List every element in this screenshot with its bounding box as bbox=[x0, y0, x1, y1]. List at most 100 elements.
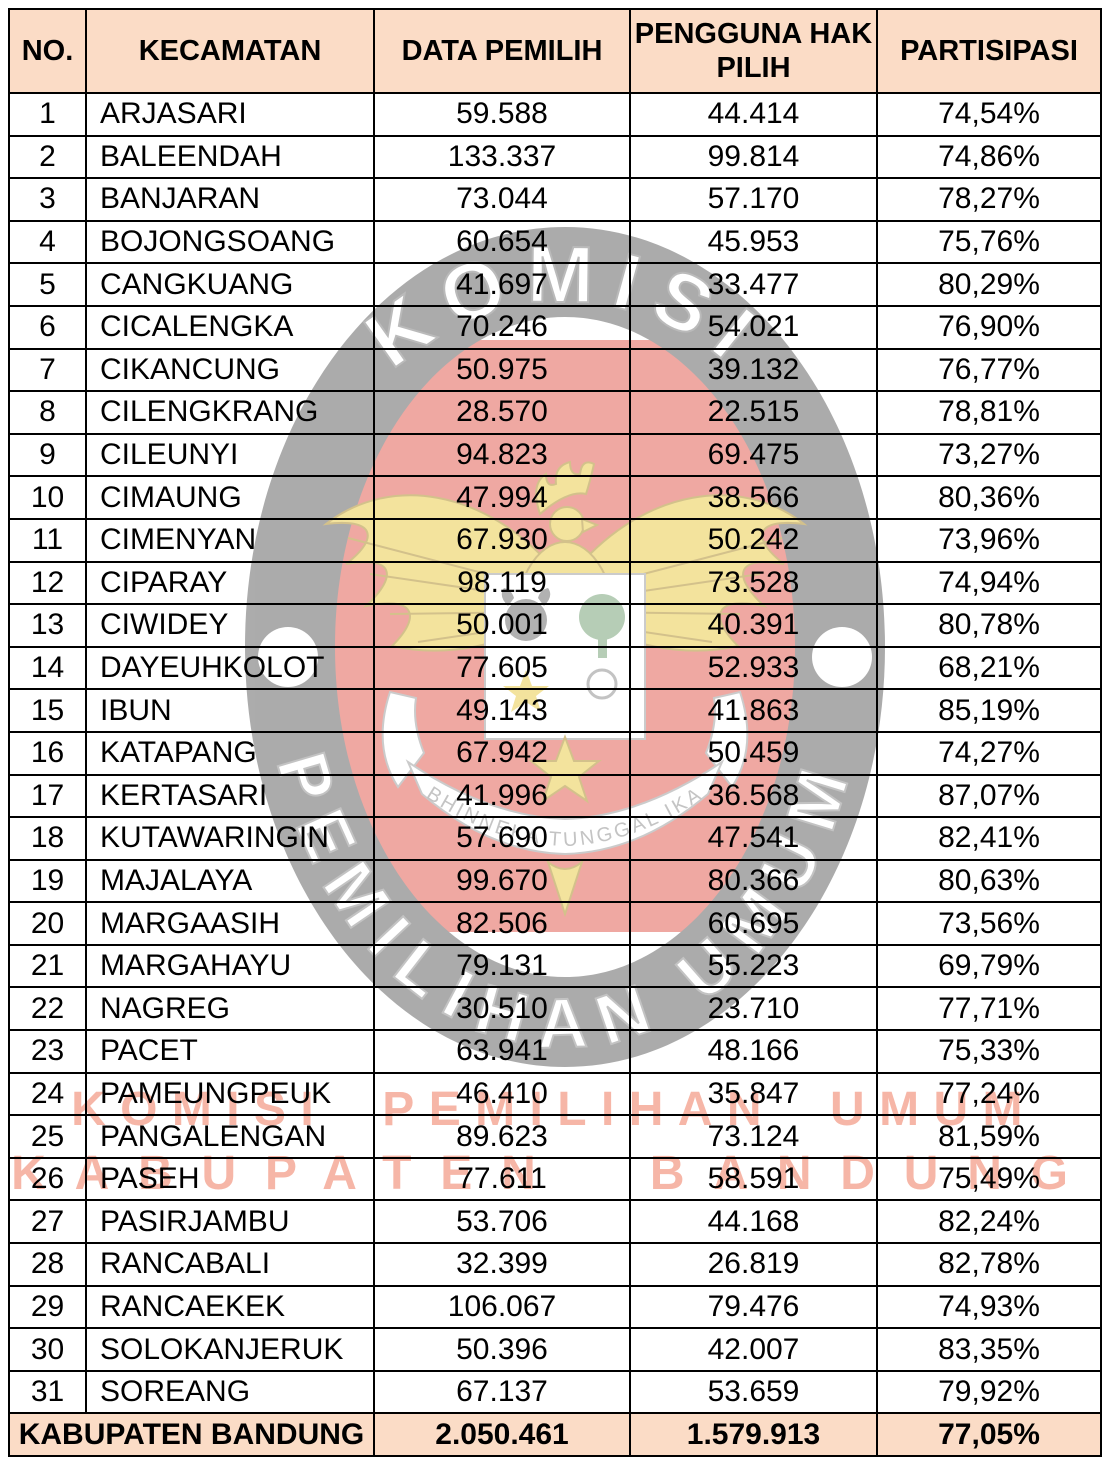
kecamatan-name: RANCAEKEK bbox=[85, 1284, 375, 1330]
pengguna-hak-pilih-value: 47.541 bbox=[629, 816, 878, 861]
row-number: 13 bbox=[8, 603, 87, 648]
partisipasi-value: 74,93% bbox=[876, 1284, 1102, 1330]
partisipasi-value: 80,29% bbox=[876, 262, 1102, 307]
table-row: 7 CIKANCUNG 50.975 39.132 76,77% bbox=[8, 347, 1102, 393]
partisipasi-value: 73,27% bbox=[876, 432, 1102, 478]
table-row: 11 CIMENYAN 67.930 50.242 73,96% bbox=[8, 517, 1102, 563]
data-pemilih-value: 67.137 bbox=[373, 1369, 631, 1415]
partisipasi-value: 76,77% bbox=[876, 347, 1102, 393]
pengguna-hak-pilih-value: 73.528 bbox=[629, 560, 878, 606]
kecamatan-name: KUTAWARINGIN bbox=[85, 816, 375, 861]
kecamatan-name: CICALENGKA bbox=[85, 304, 375, 350]
data-pemilih-value: 59.588 bbox=[373, 92, 631, 137]
row-number: 30 bbox=[8, 1327, 87, 1372]
pengguna-hak-pilih-value: 42.007 bbox=[629, 1327, 878, 1372]
data-pemilih-value: 98.119 bbox=[373, 560, 631, 606]
col-header-pengguna-hak-pilih: PENGGUNA HAK PILIH bbox=[629, 8, 878, 94]
partisipasi-value: 85,19% bbox=[876, 688, 1102, 733]
row-number: 26 bbox=[8, 1156, 87, 1202]
data-pemilih-value: 99.670 bbox=[373, 858, 631, 904]
row-number: 23 bbox=[8, 1029, 87, 1074]
pengguna-hak-pilih-value: 48.166 bbox=[629, 1029, 878, 1074]
table-row: 22 NAGREG 30.510 23.710 77,71% bbox=[8, 986, 1102, 1032]
kecamatan-name: ARJASARI bbox=[85, 92, 375, 137]
row-number: 28 bbox=[8, 1242, 87, 1287]
pengguna-hak-pilih-value: 50.242 bbox=[629, 517, 878, 563]
data-pemilih-value: 82.506 bbox=[373, 901, 631, 946]
partisipasi-value: 75,49% bbox=[876, 1156, 1102, 1202]
row-number: 18 bbox=[8, 816, 87, 861]
kecamatan-name: DAYEUHKOLOT bbox=[85, 645, 375, 691]
partisipasi-value: 76,90% bbox=[876, 304, 1102, 350]
pengguna-hak-pilih-value: 41.863 bbox=[629, 688, 878, 733]
partisipasi-value: 80,63% bbox=[876, 858, 1102, 904]
pengguna-hak-pilih-value: 53.659 bbox=[629, 1369, 878, 1415]
pengguna-hak-pilih-value: 23.710 bbox=[629, 986, 878, 1032]
row-number: 24 bbox=[8, 1071, 87, 1117]
kecamatan-name: SOLOKANJERUK bbox=[85, 1327, 375, 1372]
table-row: 2 BALEENDAH 133.337 99.814 74,86% bbox=[8, 134, 1102, 180]
data-pemilih-value: 94.823 bbox=[373, 432, 631, 478]
table-row: 3 BANJARAN 73.044 57.170 78,27% bbox=[8, 177, 1102, 222]
pengguna-hak-pilih-value: 45.953 bbox=[629, 219, 878, 265]
kecamatan-name: BANJARAN bbox=[85, 177, 375, 222]
data-pemilih-value: 28.570 bbox=[373, 390, 631, 435]
pengguna-hak-pilih-value: 52.933 bbox=[629, 645, 878, 691]
partisipasi-value: 80,78% bbox=[876, 603, 1102, 648]
row-number: 11 bbox=[8, 517, 87, 563]
pengguna-hak-pilih-value: 60.695 bbox=[629, 901, 878, 946]
table-row: 10 CIMAUNG 47.994 38.566 80,36% bbox=[8, 475, 1102, 520]
row-number: 12 bbox=[8, 560, 87, 606]
kecamatan-name: NAGREG bbox=[85, 986, 375, 1032]
data-pemilih-value: 89.623 bbox=[373, 1114, 631, 1159]
table-row: 30 SOLOKANJERUK 50.396 42.007 83,35% bbox=[8, 1327, 1102, 1372]
row-number: 31 bbox=[8, 1369, 87, 1415]
table-row: 23 PACET 63.941 48.166 75,33% bbox=[8, 1029, 1102, 1074]
data-pemilih-value: 49.143 bbox=[373, 688, 631, 733]
data-pemilih-value: 30.510 bbox=[373, 986, 631, 1032]
table-row: 27 PASIRJAMBU 53.706 44.168 82,24% bbox=[8, 1199, 1102, 1245]
pengguna-hak-pilih-value: 58.591 bbox=[629, 1156, 878, 1202]
data-pemilih-value: 67.942 bbox=[373, 730, 631, 776]
kecamatan-name: CIWIDEY bbox=[85, 603, 375, 648]
row-number: 14 bbox=[8, 645, 87, 691]
data-pemilih-value: 60.654 bbox=[373, 219, 631, 265]
partisipasi-value: 77,71% bbox=[876, 986, 1102, 1032]
partisipasi-value: 69,79% bbox=[876, 943, 1102, 989]
pengguna-hak-pilih-value: 73.124 bbox=[629, 1114, 878, 1159]
data-pemilih-value: 50.975 bbox=[373, 347, 631, 393]
row-number: 21 bbox=[8, 943, 87, 989]
kecamatan-name: CANGKUANG bbox=[85, 262, 375, 307]
partisipasi-value: 74,94% bbox=[876, 560, 1102, 606]
partisipasi-value: 78,27% bbox=[876, 177, 1102, 222]
data-pemilih-value: 46.410 bbox=[373, 1071, 631, 1117]
pengguna-hak-pilih-value: 40.391 bbox=[629, 603, 878, 648]
partisipasi-value: 78,81% bbox=[876, 390, 1102, 435]
table-row: 18 KUTAWARINGIN 57.690 47.541 82,41% bbox=[8, 816, 1102, 861]
pengguna-hak-pilih-value: 55.223 bbox=[629, 943, 878, 989]
total-data-pemilih: 2.050.461 bbox=[373, 1412, 631, 1458]
col-header-data-pemilih: DATA PEMILIH bbox=[373, 8, 631, 94]
kecamatan-name: IBUN bbox=[85, 688, 375, 733]
kecamatan-name: CILEUNYI bbox=[85, 432, 375, 478]
data-pemilih-value: 50.396 bbox=[373, 1327, 631, 1372]
data-pemilih-value: 41.996 bbox=[373, 773, 631, 819]
kecamatan-name: CILENGKRANG bbox=[85, 390, 375, 435]
kecamatan-name: SOREANG bbox=[85, 1369, 375, 1415]
pengguna-hak-pilih-value: 38.566 bbox=[629, 475, 878, 520]
table-row: 24 PAMEUNGPEUK 46.410 35.847 77,24% bbox=[8, 1071, 1102, 1117]
table-row: 9 CILEUNYI 94.823 69.475 73,27% bbox=[8, 432, 1102, 478]
partisipasi-value: 82,41% bbox=[876, 816, 1102, 861]
row-number: 10 bbox=[8, 475, 87, 520]
col-header-partisipasi: PARTISIPASI bbox=[876, 8, 1102, 94]
col-header-no: NO. bbox=[8, 8, 87, 94]
table-row: 20 MARGAASIH 82.506 60.695 73,56% bbox=[8, 901, 1102, 946]
data-pemilih-value: 57.690 bbox=[373, 816, 631, 861]
pengguna-hak-pilih-value: 26.819 bbox=[629, 1242, 878, 1287]
data-pemilih-value: 63.941 bbox=[373, 1029, 631, 1074]
table-row: 13 CIWIDEY 50.001 40.391 80,78% bbox=[8, 603, 1102, 648]
partisipasi-value: 74,54% bbox=[876, 92, 1102, 137]
kecamatan-name: CIPARAY bbox=[85, 560, 375, 606]
col-header-kecamatan: KECAMATAN bbox=[85, 8, 375, 94]
